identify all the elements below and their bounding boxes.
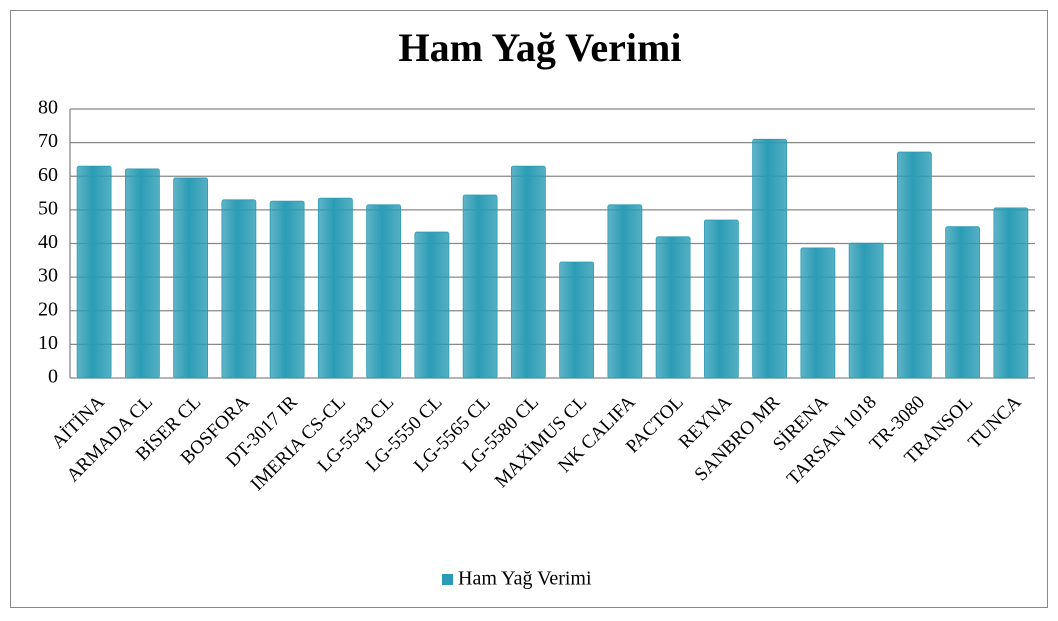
- bar: [800, 247, 836, 379]
- y-tick-label: 40: [38, 231, 58, 253]
- bar: [366, 204, 402, 379]
- y-tick-label: 0: [48, 366, 58, 388]
- y-tick-label: 10: [38, 332, 58, 354]
- bar: [317, 197, 353, 379]
- chart-title: Ham Yağ Verimi: [399, 25, 682, 70]
- bar: [124, 168, 160, 379]
- bar: [173, 177, 209, 379]
- bar: [559, 261, 595, 379]
- y-tick-label: 70: [38, 130, 58, 152]
- legend-label: Ham Yağ Verimi: [458, 568, 592, 590]
- bar: [752, 138, 788, 379]
- bar: [993, 207, 1029, 379]
- y-tick-label: 60: [38, 164, 58, 186]
- bar: [269, 200, 305, 379]
- bar: [462, 194, 498, 379]
- bar: [848, 242, 884, 379]
- bar: [76, 165, 112, 379]
- bar: [945, 226, 981, 379]
- bar: [896, 151, 932, 379]
- y-tick-label: 80: [38, 97, 58, 119]
- y-tick-label: 50: [38, 197, 58, 219]
- legend-swatch: [442, 574, 453, 585]
- bar: [510, 165, 546, 379]
- y-tick-label: 20: [38, 298, 58, 320]
- bar: [414, 231, 450, 379]
- bar: [607, 204, 643, 379]
- bar: [655, 236, 691, 379]
- bar: [221, 199, 257, 379]
- bar: [703, 219, 739, 379]
- y-tick-label: 30: [38, 265, 58, 287]
